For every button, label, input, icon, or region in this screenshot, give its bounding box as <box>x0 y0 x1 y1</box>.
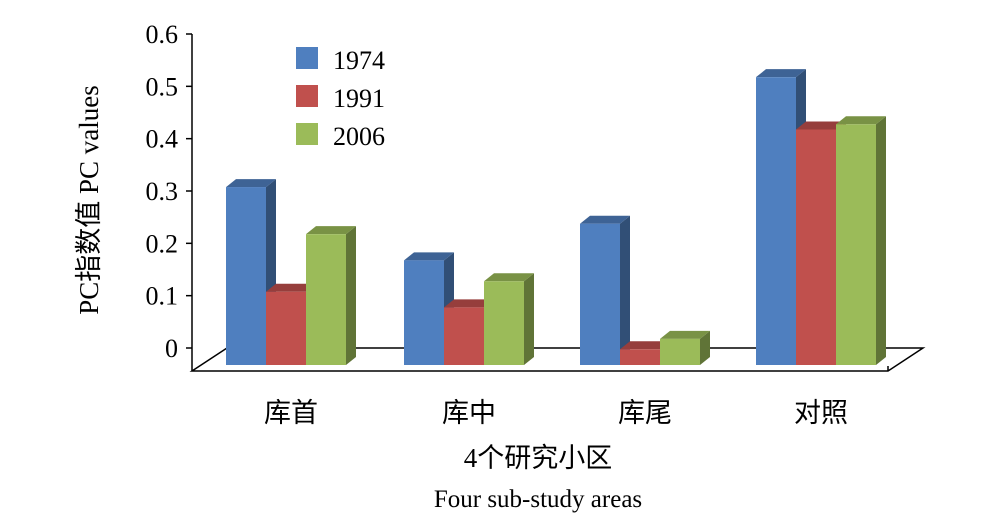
legend-label-1991: 1991 <box>333 84 385 113</box>
y-tick-label: 0.6 <box>146 20 179 49</box>
x-tick-label: 库尾 <box>618 398 672 428</box>
bar-1974-2-side <box>620 215 630 365</box>
bar-2006-0 <box>306 234 346 365</box>
bar-2006-2-side <box>700 330 710 365</box>
bar-2006-0-top <box>306 226 356 235</box>
bar-1974-3 <box>756 77 796 366</box>
legend-swatch-1991 <box>296 85 318 107</box>
y-tick-label: 0 <box>165 334 178 363</box>
bars <box>226 69 886 366</box>
x-axis-label-english: Four sub-study areas <box>434 486 642 513</box>
y-tick-label: 0.2 <box>146 229 179 258</box>
legend-label-2006: 2006 <box>333 122 385 151</box>
bar-1991-0 <box>266 291 306 365</box>
bar-1991-2 <box>620 349 660 365</box>
bar-1991-3-top <box>796 121 846 130</box>
axes <box>189 34 926 372</box>
bar-2006-3-top <box>836 116 886 125</box>
bar-1991-0-top <box>266 283 316 292</box>
bar-2006-1-side <box>524 273 534 365</box>
x-ticks: 库首 库中 库尾 对照 <box>264 398 848 428</box>
legend: 1974 1991 2006 <box>296 46 385 151</box>
bar-1974-1-top <box>404 252 454 261</box>
bar-1974-0-top <box>226 179 276 188</box>
legend-label-1974: 1974 <box>333 46 385 75</box>
y-tick-label: 0.4 <box>146 125 179 154</box>
bar-1991-3 <box>796 129 836 365</box>
bar-1974-1 <box>404 260 444 365</box>
bar-1974-2-top <box>580 215 630 224</box>
bar-2006-1 <box>484 281 524 365</box>
bar-2006-0-side <box>346 226 356 365</box>
y-tick-label: 0.3 <box>146 177 179 206</box>
bar-1991-2-top <box>620 341 670 350</box>
bar-1974-3-top <box>756 69 806 78</box>
y-tick-label: 0.5 <box>146 72 179 101</box>
y-axis-label: PC指数值 PC values <box>74 85 104 315</box>
bar-2006-3 <box>836 124 876 366</box>
x-tick-label: 库首 <box>264 398 318 428</box>
legend-swatch-2006 <box>296 123 318 145</box>
bar-2006-1-top <box>484 273 534 282</box>
legend-swatch-1974 <box>296 47 318 69</box>
bar-1991-1-top <box>444 299 494 308</box>
x-tick-label: 库中 <box>442 398 496 428</box>
bar-2006-3-side <box>876 116 886 366</box>
floor-plane <box>189 347 926 372</box>
y-ticks: 0 0.1 0.2 0.3 0.4 0.5 0.6 <box>146 20 192 363</box>
bar-1974-0 <box>226 187 266 365</box>
bar-1974-2 <box>580 223 620 365</box>
x-axis-label-chinese: 4个研究小区 <box>464 443 613 473</box>
x-tick-label: 对照 <box>794 398 848 428</box>
bar-2006-2-top <box>660 330 710 339</box>
bar-1991-1 <box>444 307 484 365</box>
y-tick-label: 0.1 <box>146 282 179 311</box>
bar-2006-2 <box>660 338 700 365</box>
